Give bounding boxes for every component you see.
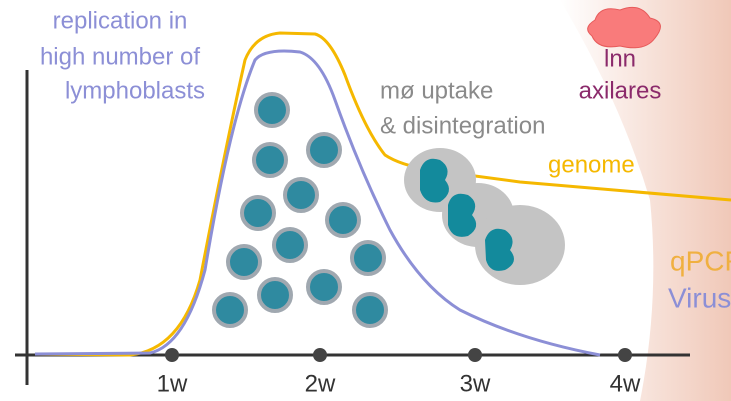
cell xyxy=(226,244,262,280)
cell xyxy=(254,92,290,128)
nucleus xyxy=(485,228,514,271)
x-tick-label: 4w xyxy=(610,370,641,397)
cell xyxy=(283,177,319,213)
tick-dots xyxy=(165,348,632,362)
x-tick-label: 3w xyxy=(460,370,491,397)
tick-dot xyxy=(165,348,179,362)
lymph-node-label: lnn xyxy=(604,45,636,72)
replication-label: replication in xyxy=(53,7,188,34)
replication-label: high number of xyxy=(40,43,200,70)
cell xyxy=(252,142,288,178)
nucleus xyxy=(448,193,477,237)
cell xyxy=(306,269,342,305)
uptake-label: mø uptake xyxy=(380,77,493,104)
lymphoblasts xyxy=(212,92,388,328)
cell xyxy=(257,277,293,313)
cell xyxy=(240,195,276,231)
x-tick-label: 1w xyxy=(157,370,188,397)
lymph-node-icon xyxy=(587,6,661,49)
genome-curve xyxy=(34,31,731,357)
cell xyxy=(306,132,342,168)
cell xyxy=(272,227,308,263)
pig-background xyxy=(560,0,731,401)
x-tick-label: 2w xyxy=(305,370,336,397)
tick-dot xyxy=(313,348,327,362)
cell xyxy=(325,202,361,238)
replication-label: lymphoblasts xyxy=(65,77,205,104)
qpcr-label: qPCR xyxy=(670,245,731,276)
lymph-node-label: axilares xyxy=(579,77,662,104)
nucleus xyxy=(420,158,449,203)
macrophages xyxy=(404,148,565,285)
tick-dot xyxy=(468,348,482,362)
virus-label: Virus xyxy=(668,282,731,313)
cell xyxy=(350,240,386,276)
genome-label: genome xyxy=(548,151,635,178)
tick-dot xyxy=(618,348,632,362)
uptake-label: & disintegration xyxy=(380,112,545,139)
cell xyxy=(212,292,248,328)
virus-curve xyxy=(34,49,601,357)
cell xyxy=(352,292,388,328)
